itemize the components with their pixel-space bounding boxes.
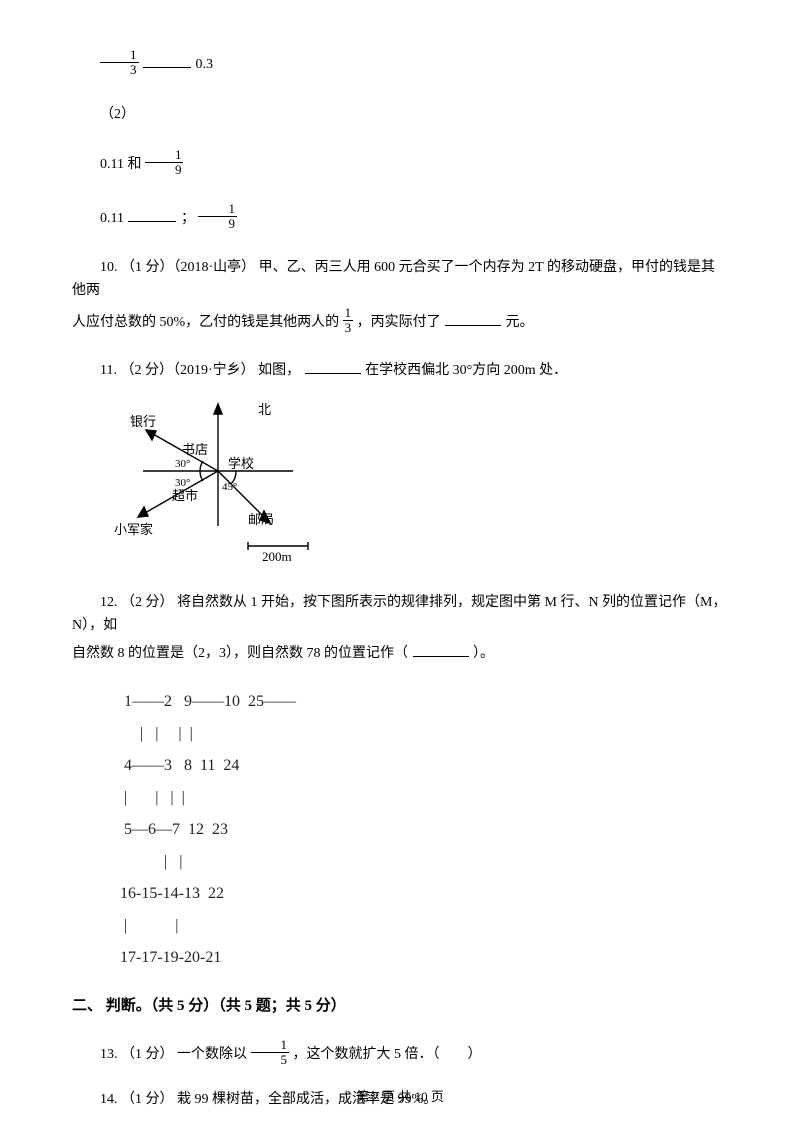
label-north: 北: [258, 402, 271, 417]
frac-num: 1: [251, 1038, 290, 1053]
frac-den: 3: [100, 63, 139, 77]
footer-text: 第 2 页 共 10 页: [356, 1089, 444, 1104]
q10-line1: 10. （1 分）（2018·山亭） 甲、乙、丙三人用 600 元合买了一个内存…: [72, 257, 728, 302]
q10-line2: 人应付总数的 50%，乙付的钱是其他两人的 1 3 ，丙实际付了 元。: [72, 308, 728, 338]
frac-den: 5: [251, 1053, 290, 1067]
q11-text-b: 在学校西偏北 30°方向 200m 处．: [365, 363, 567, 378]
q10-text2c: 元。: [506, 315, 534, 330]
frac-den: 9: [145, 163, 184, 177]
q10-text2a: 人应付总数的 50%，乙付的钱是其他两人的: [72, 315, 339, 330]
q13-text-b: ，这个数就扩大 5 倍．（ ）: [293, 1047, 482, 1062]
fraction-1-3: 1 3: [100, 48, 139, 78]
grid-r3: 4——3 8 11 24: [120, 757, 239, 774]
grid-r6: | |: [120, 853, 182, 870]
fraction-1-9: 1 9: [145, 148, 184, 178]
blank-answer: [305, 360, 361, 374]
q12-text2b: ）。: [473, 646, 494, 661]
q-top-line: 1 3 0.3: [72, 50, 728, 80]
q12-text2a: 自然数 8 的位置是（2，3），则自然数 78 的位置记作（: [72, 646, 408, 661]
blank-answer: [413, 643, 469, 657]
section-2-text: 二、 判断。（共 5 分）（共 5 题；共 5 分）: [72, 998, 346, 1014]
grid-r8: | |: [120, 917, 178, 934]
q9b-line2: 0.11 ； 1 9: [72, 204, 728, 234]
frac-num: 1: [343, 306, 354, 321]
q11-line: 11. （2 分）（2019·宁乡） 如图， 在学校西偏北 30°方向 200m…: [72, 360, 728, 382]
page-footer: 第 2 页 共 10 页: [0, 1087, 800, 1108]
compass-diagram-svg: 北 银行 书店 学校 超市 小军家 邮局 30° 30° 45° 200m: [108, 396, 318, 566]
label-school: 学校: [228, 456, 254, 471]
label-bank: 银行: [130, 414, 156, 429]
q11-diagram: 北 银行 书店 学校 超市 小军家 邮局 30° 30° 45° 200m: [108, 396, 728, 574]
q11-text-a: 11. （2 分）（2019·宁乡） 如图，: [100, 363, 300, 378]
q12-text1: 12. （2 分） 将自然数从 1 开始，按下图所表示的规律排列，规定图中第 M…: [72, 595, 727, 632]
frac-den: 3: [343, 321, 354, 335]
text-011: 0.11: [100, 211, 124, 226]
blank-answer: [445, 312, 501, 326]
grid-r4: | | | |: [120, 789, 185, 806]
fraction-1-9-b: 1 9: [198, 202, 237, 232]
q13-text-a: 13. （1 分） 一个数除以: [100, 1047, 247, 1062]
grid-r5: 5—6—7 12 23: [120, 821, 228, 838]
text-left: 0.11 和: [100, 157, 141, 172]
label-post: 邮局: [248, 512, 274, 527]
label-30-2: 30°: [175, 477, 190, 489]
q13-line: 13. （1 分） 一个数除以 1 5 ，这个数就扩大 5 倍．（ ）: [72, 1040, 728, 1070]
q12-line2: 自然数 8 的位置是（2，3），则自然数 78 的位置记作（ ）。: [72, 643, 728, 665]
grid-r9: 17-17-19-20-21: [120, 949, 221, 966]
label-30-1: 30°: [175, 458, 190, 470]
q9b-line1: 0.11 和 1 9: [72, 150, 728, 180]
frac-num: 1: [100, 48, 139, 63]
label-home: 小军家: [114, 522, 153, 537]
frac-num: 1: [198, 202, 237, 217]
label-45: 45°: [222, 481, 237, 493]
q10-text1: 10. （1 分）（2018·山亭） 甲、乙、丙三人用 600 元合买了一个内存…: [72, 260, 715, 297]
q10-text2b: ，丙实际付了: [357, 315, 441, 330]
grid-r7: 16-15-14-13 22: [120, 885, 224, 902]
label-bookstore: 书店: [182, 442, 208, 457]
number-snake-grid: 1——2 9——10 25—— | | | | 4——3 8 11 24 | |…: [120, 686, 728, 974]
label-text: （2）: [100, 107, 135, 122]
separator: ；: [181, 211, 195, 226]
fraction-1-5: 1 5: [251, 1038, 290, 1068]
frac-num: 1: [145, 148, 184, 163]
sub-2-label: （2）: [72, 104, 728, 126]
frac-den: 9: [198, 217, 237, 231]
grid-r2: | | | |: [120, 725, 193, 742]
blank-answer: [128, 208, 176, 222]
section-2-title: 二、 判断。（共 5 分）（共 5 题；共 5 分）: [72, 994, 728, 1018]
grid-r1: 1——2 9——10 25——: [120, 693, 296, 710]
label-scale: 200m: [262, 549, 292, 564]
value-0-3: 0.3: [196, 57, 214, 72]
label-market: 超市: [172, 488, 198, 503]
fraction-1-3-b: 1 3: [343, 306, 354, 336]
q12-line1: 12. （2 分） 将自然数从 1 开始，按下图所表示的规律排列，规定图中第 M…: [72, 592, 728, 637]
blank-answer: [143, 54, 191, 68]
